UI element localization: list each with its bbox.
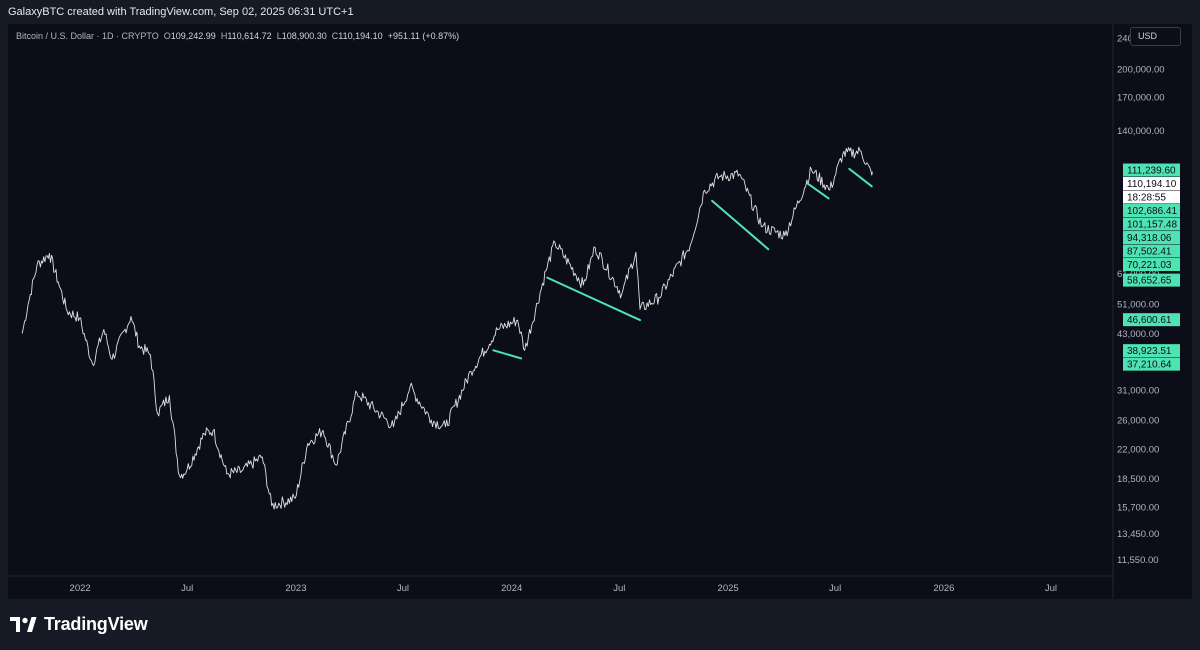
currency-button[interactable]: USD [1130, 27, 1181, 46]
price-badge-label: 110,194.10 [1127, 179, 1177, 190]
price-badge [1123, 344, 1180, 358]
close-value: 110,194.10 [338, 31, 383, 41]
y-tick-label: 170,000.00 [1117, 93, 1165, 104]
price-badge [1123, 204, 1180, 218]
trendline[interactable] [848, 167, 873, 188]
btc-price-line [21, 146, 873, 510]
y-tick-label: 31,000.00 [1117, 385, 1159, 396]
chart-area[interactable]: 240,000.00200,000.00170,000.00140,000.00… [8, 24, 1192, 599]
price-badge [1123, 217, 1180, 231]
price-badge-label: 37,210.64 [1127, 360, 1172, 371]
price-badge-label: 87,502.41 [1127, 247, 1172, 258]
x-tick-label: Jul [613, 583, 625, 594]
tradingview-logo[interactable]: TradingView [10, 614, 148, 635]
x-tick-label: 2022 [70, 583, 91, 594]
y-tick-label: 26,000.00 [1117, 416, 1159, 427]
open-value: 109,242.99 [170, 31, 216, 41]
y-tick-label: 200,000.00 [1117, 65, 1165, 76]
price-badge-label: 111,239.60 [1127, 166, 1176, 177]
x-tick-label: Jul [397, 583, 409, 594]
high-label: H [220, 31, 228, 41]
price-chart[interactable]: 240,000.00200,000.00170,000.00140,000.00… [8, 24, 1192, 599]
open-label: O [163, 31, 171, 41]
price-badge-label: 102,686.41 [1127, 206, 1177, 217]
trendline[interactable] [711, 199, 770, 251]
price-badge [1123, 231, 1180, 245]
price-badge [1123, 313, 1180, 327]
x-tick-label: 2024 [501, 583, 522, 594]
change-value: +951.11 (+0.87%) [387, 31, 460, 41]
price-series [21, 146, 873, 510]
top-bar: GalaxyBTC created with TradingView.com, … [0, 0, 1200, 24]
price-badge [1123, 357, 1180, 371]
price-badge-label: 18:28:55 [1127, 193, 1166, 204]
low-label: L [276, 31, 282, 41]
trendline[interactable] [806, 182, 830, 200]
x-tick-label: Jul [1045, 583, 1057, 594]
close-label: C [331, 31, 339, 41]
brand-name: TradingView [44, 614, 148, 634]
high-value: 110,614.72 [227, 31, 272, 41]
trendline[interactable] [492, 349, 523, 360]
price-badge-label: 101,157.48 [1127, 220, 1177, 231]
price-badge [1123, 163, 1180, 177]
price-badge-label: 46,600.61 [1127, 315, 1172, 326]
trendlines [492, 167, 873, 360]
y-tick-label: 140,000.00 [1117, 126, 1165, 137]
price-badge [1123, 258, 1180, 272]
y-tick-label: 43,000.00 [1117, 329, 1159, 340]
price-badge [1123, 273, 1180, 287]
price-badge [1123, 244, 1180, 258]
symbol-name: Bitcoin / U.S. Dollar · 1D · CRYPTO [16, 31, 159, 41]
x-tick-label: 2026 [933, 583, 954, 594]
price-badge-label: 38,923.51 [1127, 346, 1172, 357]
price-badges: 111,239.60 110,194.10 18:28:55 102,686.41 10… [1123, 163, 1180, 371]
y-tick-label: 11,550.00 [1117, 555, 1159, 566]
tradingview-logo-icon [10, 616, 37, 632]
price-badge [1123, 177, 1180, 191]
y-tick-label: 22,000.00 [1117, 444, 1159, 455]
footer: TradingView [0, 599, 1200, 650]
low-value: 108,900.30 [281, 31, 327, 41]
symbol-legend: Bitcoin / U.S. Dollar · 1D · CRYPTO O109… [16, 31, 459, 41]
price-badge-label: 94,318.06 [1127, 233, 1172, 244]
trendline[interactable] [546, 276, 642, 322]
price-badge-label: 58,652.65 [1127, 276, 1172, 287]
chart-grid [8, 24, 1114, 599]
x-tick-label: Jul [181, 583, 193, 594]
x-tick-label: Jul [829, 583, 841, 594]
y-axis: 240,000.00200,000.00170,000.00140,000.00… [1117, 33, 1165, 566]
price-badge-label: 70,221.03 [1127, 260, 1172, 271]
x-tick-label: 2025 [718, 583, 739, 594]
y-tick-label: 18,500.00 [1117, 474, 1159, 485]
y-tick-label: 15,700.00 [1117, 502, 1159, 513]
publisher-credit: GalaxyBTC created with TradingView.com, … [8, 6, 354, 18]
y-tick-label: 51,000.00 [1117, 300, 1159, 311]
y-tick-label: 13,450.00 [1117, 529, 1159, 540]
price-badge [1123, 190, 1180, 204]
x-tick-label: 2023 [285, 583, 306, 594]
x-axis: 2022 Jul 2023 Jul 2024 Jul 2025 Jul 2026 Jul [70, 583, 1057, 594]
